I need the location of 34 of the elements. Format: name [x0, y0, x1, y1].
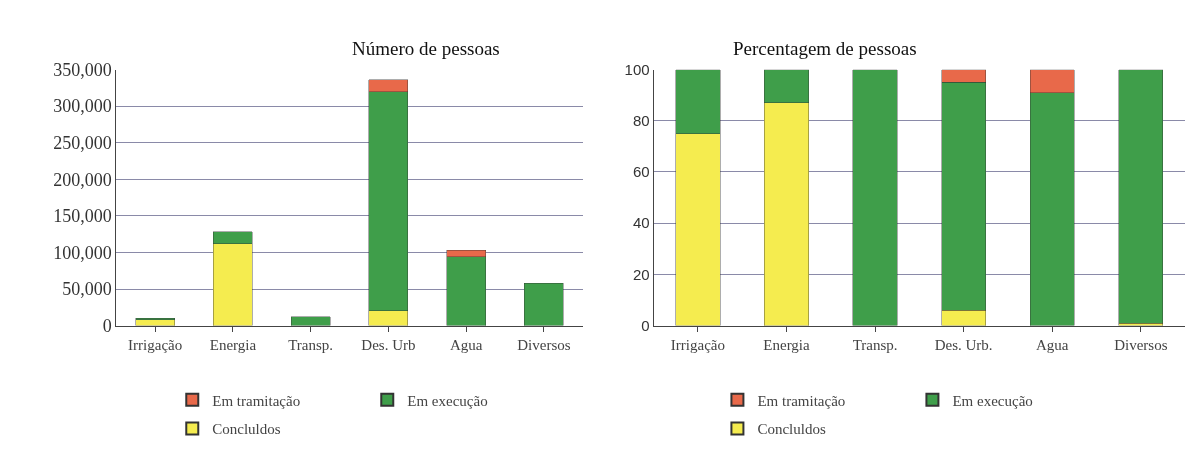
- y-tick-label: 40: [632, 214, 650, 232]
- x-tick-label: Des. Urb.: [934, 336, 993, 353]
- chart-title: Número de pessoas: [352, 38, 500, 59]
- x-tick-label: Energia: [763, 336, 811, 353]
- x-tick-label: Diversos: [517, 336, 571, 353]
- legend-label: Concluldos: [757, 421, 826, 438]
- y-tick-label: 100,000: [53, 242, 112, 263]
- y-tick-label: 80: [632, 112, 650, 130]
- legend-label: Em tramitação: [212, 392, 301, 409]
- y-tick-label: 50,000: [62, 279, 112, 300]
- y-tick-label: 0: [641, 316, 650, 334]
- x-tick-label: Energia: [209, 336, 257, 353]
- x-tick-label: Irrigação: [670, 336, 726, 353]
- x-tick-label: Agua: [449, 336, 483, 353]
- y-tick-label: 150,000: [53, 206, 112, 227]
- legend-label: Em tramitação: [757, 392, 846, 409]
- x-tick-label: Irrigação: [128, 336, 183, 353]
- y-tick-label: 350,000: [53, 59, 112, 80]
- legend-label: Concluldos: [212, 421, 281, 438]
- x-tick-label: Des. Urb: [361, 336, 416, 353]
- y-tick-label: 0: [102, 315, 112, 336]
- y-tick-label: 60: [632, 163, 650, 181]
- x-tick-label: Transp.: [852, 336, 898, 353]
- x-tick-label: Transp.: [288, 336, 334, 353]
- legend-label: Em execução: [952, 392, 1033, 409]
- x-tick-label: Agua: [1035, 336, 1069, 353]
- legend-label: Em execução: [407, 392, 488, 409]
- y-tick-label: 100: [624, 60, 650, 78]
- y-tick-label: 300,000: [53, 96, 112, 117]
- x-tick-label: Diversos: [1114, 336, 1168, 353]
- chart-title: Percentagem de pessoas: [733, 38, 917, 59]
- y-tick-label: 200,000: [53, 169, 112, 190]
- y-tick-label: 20: [632, 265, 650, 283]
- y-tick-label: 250,000: [53, 133, 112, 154]
